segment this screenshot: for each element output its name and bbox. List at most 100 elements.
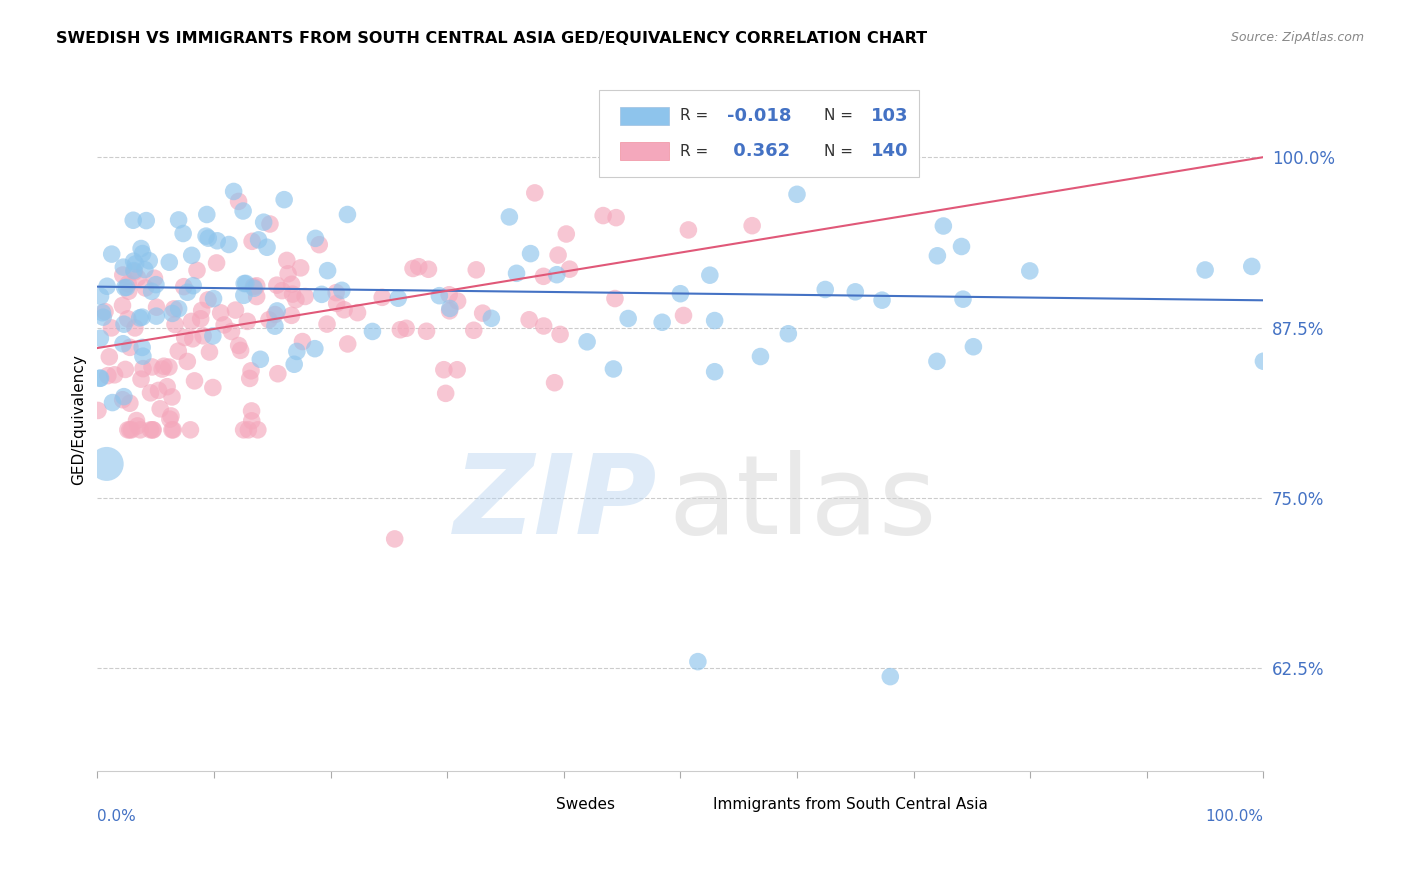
- Point: [111, 268, 134, 282]
- Point: [749, 350, 772, 364]
- Point: [238, 423, 260, 437]
- Point: [197, 231, 219, 245]
- Point: [232, 204, 254, 219]
- Point: [179, 423, 201, 437]
- Point: [173, 330, 195, 344]
- Point: [149, 401, 172, 416]
- Point: [576, 334, 599, 349]
- Point: [778, 326, 800, 341]
- Point: [446, 363, 468, 377]
- Point: [129, 242, 152, 256]
- Point: [832, 136, 855, 151]
- Text: R =: R =: [681, 144, 709, 159]
- Point: [371, 290, 394, 304]
- Point: [479, 311, 502, 326]
- Point: [121, 423, 143, 437]
- Point: [325, 296, 347, 310]
- Point: [201, 380, 224, 394]
- Point: [134, 281, 156, 295]
- Text: SWEDISH VS IMMIGRANTS FROM SOUTH CENTRAL ASIA GED/EQUIVALENCY CORRELATION CHART: SWEDISH VS IMMIGRANTS FROM SOUTH CENTRAL…: [56, 31, 928, 46]
- Point: [844, 285, 866, 299]
- Point: [221, 325, 243, 339]
- FancyBboxPatch shape: [515, 796, 553, 814]
- Point: [304, 342, 326, 356]
- Text: 100.0%: 100.0%: [1205, 809, 1264, 824]
- Point: [153, 359, 176, 374]
- Point: [167, 213, 190, 227]
- Point: [157, 359, 180, 374]
- Point: [180, 314, 202, 328]
- Point: [283, 357, 305, 371]
- Point: [228, 194, 250, 209]
- Point: [273, 193, 295, 207]
- Point: [548, 327, 571, 342]
- Point: [209, 306, 232, 320]
- Point: [950, 239, 973, 253]
- Point: [257, 312, 280, 326]
- Point: [89, 331, 111, 345]
- Point: [246, 278, 269, 293]
- Point: [361, 325, 384, 339]
- Point: [197, 293, 219, 307]
- Point: [122, 213, 145, 227]
- Point: [243, 281, 266, 295]
- Point: [145, 300, 167, 314]
- Point: [212, 318, 235, 332]
- Point: [139, 423, 162, 437]
- Point: [932, 219, 955, 233]
- Point: [142, 423, 165, 437]
- Point: [222, 185, 245, 199]
- Point: [195, 207, 218, 221]
- Point: [135, 213, 157, 227]
- Point: [558, 262, 581, 277]
- Point: [118, 396, 141, 410]
- Point: [118, 423, 141, 437]
- Point: [89, 371, 111, 385]
- Point: [879, 670, 901, 684]
- Point: [98, 350, 121, 364]
- Point: [122, 263, 145, 277]
- Point: [925, 354, 948, 368]
- Point: [163, 318, 186, 332]
- Point: [228, 338, 250, 352]
- Point: [162, 306, 184, 320]
- Text: ZIP: ZIP: [454, 450, 657, 558]
- Point: [246, 423, 269, 437]
- Point: [232, 288, 254, 302]
- Point: [699, 268, 721, 283]
- Point: [117, 423, 139, 437]
- Point: [124, 257, 146, 271]
- Point: [111, 298, 134, 312]
- Point: [167, 344, 190, 359]
- Point: [1253, 354, 1275, 368]
- Point: [159, 412, 181, 426]
- Point: [547, 248, 569, 262]
- Point: [156, 380, 179, 394]
- Point: [94, 304, 117, 318]
- Point: [247, 233, 270, 247]
- Point: [180, 248, 202, 262]
- Point: [160, 409, 183, 423]
- Point: [543, 376, 565, 390]
- Point: [131, 246, 153, 260]
- Point: [546, 268, 568, 282]
- Point: [141, 285, 163, 299]
- Point: [160, 423, 183, 437]
- Point: [446, 294, 468, 309]
- Point: [101, 395, 124, 409]
- Point: [138, 253, 160, 268]
- Point: [97, 368, 120, 383]
- Point: [439, 301, 461, 316]
- Point: [139, 385, 162, 400]
- Point: [127, 418, 149, 433]
- Point: [266, 278, 288, 293]
- Point: [124, 265, 146, 279]
- Point: [281, 287, 304, 301]
- Point: [316, 263, 339, 277]
- Point: [290, 260, 312, 275]
- Point: [112, 317, 135, 331]
- Point: [308, 237, 330, 252]
- Point: [172, 227, 194, 241]
- Point: [205, 256, 228, 270]
- Point: [686, 655, 709, 669]
